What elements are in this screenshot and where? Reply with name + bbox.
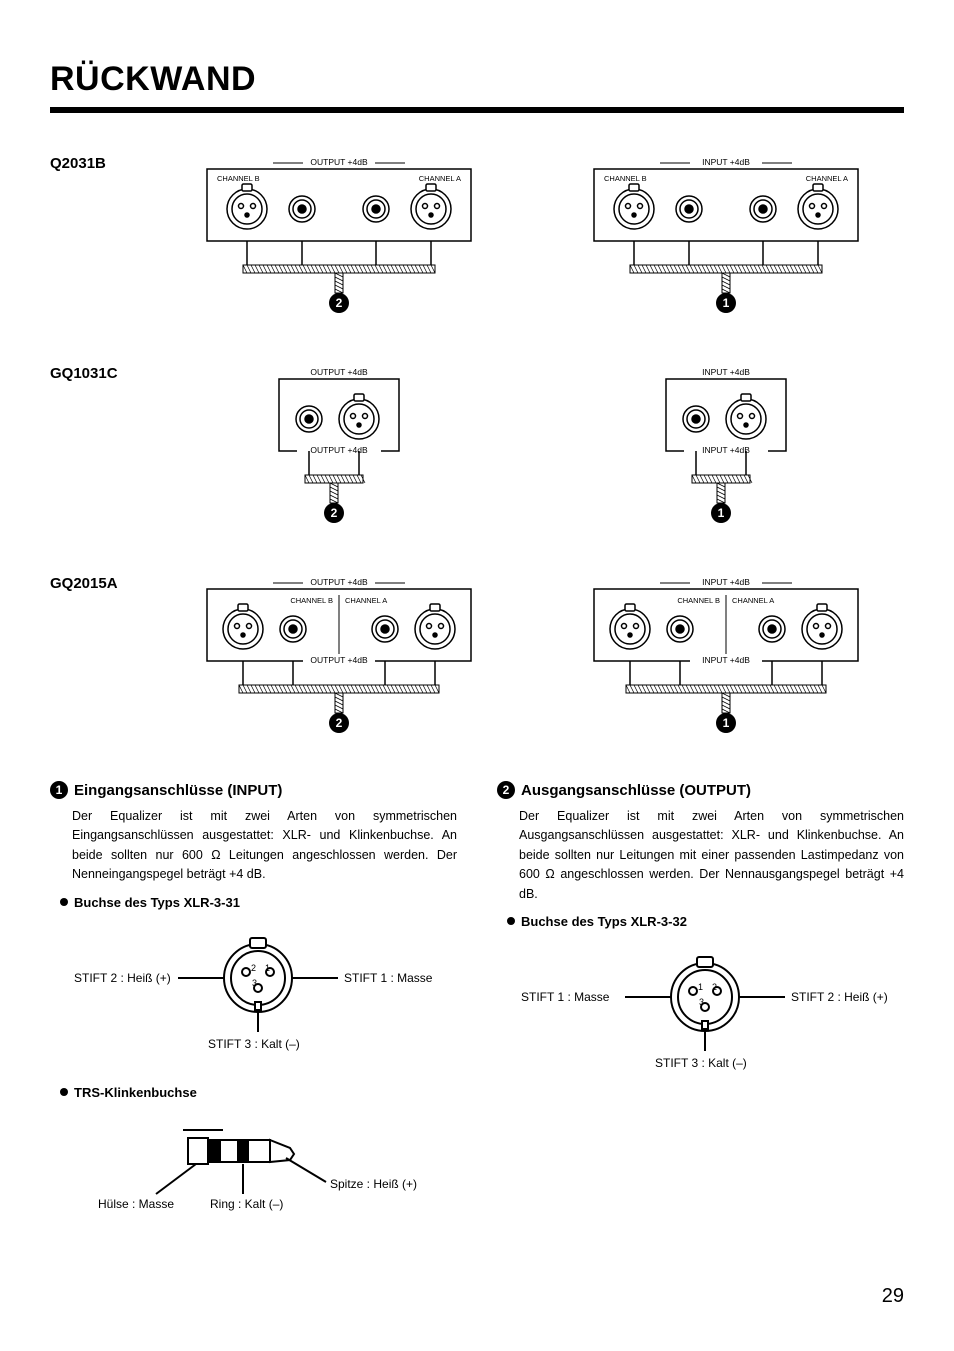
panel-pair: OUTPUT +4dB CHANNEL B CHANNEL A 2 INPUT +4dB…	[160, 151, 904, 321]
bullet-icon	[507, 917, 515, 925]
model-label: GQ1031C	[50, 361, 160, 382]
svg-text:CHANNEL A: CHANNEL A	[732, 596, 774, 605]
input-title: Eingangsanschlüsse (INPUT)	[74, 782, 282, 799]
model-label: Q2031B	[50, 151, 160, 172]
svg-text:OUTPUT +4dB: OUTPUT +4dB	[310, 655, 368, 665]
title-block: RÜCKWAND	[50, 60, 904, 101]
bullet-icon	[60, 1088, 68, 1096]
model-row: Q2031B OUTPUT +4dB CHANNEL B CHANNEL A 2 INPU…	[50, 151, 904, 321]
output-xlr-diagram: 1 2 3 STIFT 1 : Masse STIFT 2 : Heiß (+)…	[515, 939, 904, 1084]
svg-text:STIFT 1 : Masse: STIFT 1 : Masse	[344, 971, 433, 985]
output-xlr-subhead: Buchse des Typs XLR-3-32	[507, 914, 904, 929]
svg-text:1: 1	[722, 716, 729, 730]
svg-text:INPUT +4dB: INPUT +4dB	[702, 577, 750, 587]
svg-text:CHANNEL A: CHANNEL A	[805, 174, 847, 183]
output-xlr-head: Buchse des Typs XLR-3-32	[521, 914, 687, 929]
svg-text:CHANNEL B: CHANNEL B	[677, 596, 720, 605]
svg-text:1: 1	[717, 506, 724, 520]
models-section: Q2031B OUTPUT +4dB CHANNEL B CHANNEL A 2 INPU…	[50, 151, 904, 741]
svg-text:3: 3	[699, 997, 704, 1007]
input-body: Der Equalizer ist mit zwei Arten von sym…	[72, 807, 457, 885]
trs-diagram: Hülse : Masse Ring : Kalt (–) Spitze : H…	[68, 1110, 457, 1235]
svg-text:STIFT 2 : Heiß (+): STIFT 2 : Heiß (+)	[74, 971, 171, 985]
output-body: Der Equalizer ist mit zwei Arten von sym…	[519, 807, 904, 904]
model-label: GQ2015A	[50, 571, 160, 592]
lower-columns: 1 Eingangsanschlüsse (INPUT) Der Equaliz…	[50, 781, 904, 1255]
svg-text:CHANNEL A: CHANNEL A	[418, 174, 460, 183]
svg-text:INPUT +4dB: INPUT +4dB	[702, 157, 750, 167]
output-title: Ausgangsanschlüsse (OUTPUT)	[521, 782, 751, 799]
input-heading: 1 Eingangsanschlüsse (INPUT)	[50, 781, 457, 799]
panel: OUTPUT +4dB CHANNEL B CHANNEL A 2	[160, 151, 517, 321]
panel: INPUT +4dB INPUT +4dB 1	[547, 361, 904, 531]
page-title: RÜCKWAND	[50, 60, 904, 101]
panel-pair: OUTPUT +4dBOUTPUT +4dB2INPUT +4dBINPUT +…	[160, 361, 904, 531]
input-trs-head: TRS-Klinkenbuchse	[74, 1085, 197, 1100]
svg-text:STIFT 3 : Kalt (–): STIFT 3 : Kalt (–)	[208, 1037, 300, 1051]
svg-text:STIFT 3 : Kalt (–): STIFT 3 : Kalt (–)	[655, 1056, 747, 1070]
svg-text:STIFT 1 : Masse: STIFT 1 : Masse	[521, 990, 610, 1004]
svg-text:1: 1	[265, 963, 270, 973]
svg-text:CHANNEL B: CHANNEL B	[217, 174, 260, 183]
panel: OUTPUT +4dB CHANNEL B CHANNEL A OUTPUT +4dB…	[160, 571, 517, 741]
badge-2-icon: 2	[497, 781, 515, 799]
model-row: GQ2015AOUTPUT +4dBCHANNEL BCHANNEL AOUTP…	[50, 571, 904, 741]
svg-text:1: 1	[698, 982, 703, 992]
svg-text:OUTPUT +4dB: OUTPUT +4dB	[310, 577, 368, 587]
svg-text:INPUT +4dB: INPUT +4dB	[702, 367, 750, 377]
svg-text:1: 1	[722, 296, 729, 310]
svg-text:2: 2	[251, 963, 256, 973]
input-xlr-subhead: Buchse des Typs XLR-3-31	[60, 895, 457, 910]
page-number: 29	[50, 1285, 904, 1308]
panel-pair: OUTPUT +4dB CHANNEL B CHANNEL A OUTPUT +4dB…	[160, 571, 904, 741]
panel: INPUT +4dB CHANNEL B CHANNEL A INPUT +4dB 1	[547, 571, 904, 741]
svg-text:Spitze : Heiß (+): Spitze : Heiß (+)	[330, 1177, 417, 1191]
badge-1-icon: 1	[50, 781, 68, 799]
svg-text:Ring : Kalt (–): Ring : Kalt (–)	[210, 1197, 283, 1211]
model-row: GQ1031COUTPUT +4dBOUTPUT +4dB2INPUT +4dB…	[50, 361, 904, 531]
output-column: 2 Ausgangsanschlüsse (OUTPUT) Der Equali…	[497, 781, 904, 1255]
svg-text:OUTPUT +4dB: OUTPUT +4dB	[310, 367, 368, 377]
panel: OUTPUT +4dBOUTPUT +4dB2	[160, 361, 517, 531]
svg-text:3: 3	[252, 978, 257, 988]
svg-text:STIFT 2 : Heiß (+): STIFT 2 : Heiß (+)	[791, 990, 888, 1004]
bullet-icon	[60, 898, 68, 906]
svg-text:2: 2	[335, 716, 342, 730]
input-xlr-head: Buchse des Typs XLR-3-31	[74, 895, 240, 910]
input-trs-subhead: TRS-Klinkenbuchse	[60, 1085, 457, 1100]
input-column: 1 Eingangsanschlüsse (INPUT) Der Equaliz…	[50, 781, 457, 1255]
svg-text:CHANNEL A: CHANNEL A	[345, 596, 387, 605]
svg-text:CHANNEL B: CHANNEL B	[604, 174, 647, 183]
svg-text:CHANNEL B: CHANNEL B	[290, 596, 333, 605]
title-rule	[50, 107, 904, 113]
svg-text:2: 2	[335, 296, 342, 310]
svg-text:INPUT +4dB: INPUT +4dB	[702, 445, 750, 455]
panel: INPUT +4dB CHANNEL B CHANNEL A 1	[547, 151, 904, 321]
svg-text:2: 2	[712, 982, 717, 992]
input-xlr-diagram: 2 1 3 STIFT 2 : Heiß (+) STIFT 1 : Masse…	[68, 920, 457, 1065]
svg-text:OUTPUT +4dB: OUTPUT +4dB	[310, 157, 368, 167]
output-heading: 2 Ausgangsanschlüsse (OUTPUT)	[497, 781, 904, 799]
svg-text:INPUT +4dB: INPUT +4dB	[702, 655, 750, 665]
svg-text:Hülse : Masse: Hülse : Masse	[98, 1197, 174, 1211]
svg-text:2: 2	[330, 506, 337, 520]
